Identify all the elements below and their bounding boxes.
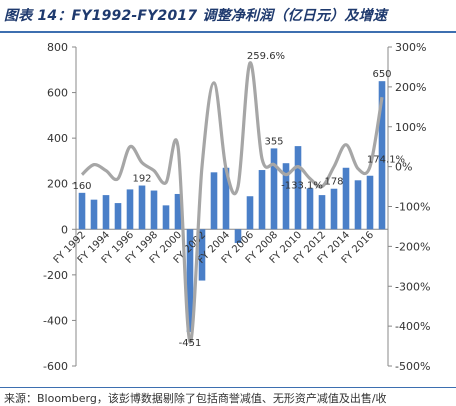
left-axis-tick-label: 200 [47,178,68,191]
data-label: -451 [179,338,202,349]
bar [174,193,182,230]
bar [342,167,350,230]
bar [198,229,206,281]
growth-rate-line [80,61,384,344]
left-axis-tick-label: 600 [47,87,68,100]
bar [270,148,278,230]
right-axis-tick-label: 200% [395,81,426,94]
bar [150,190,158,230]
bar [102,195,110,230]
data-label: -133.1% [281,181,323,192]
right-axis-tick-label: -500% [395,360,430,373]
bar [330,188,338,230]
left-axis-tick-label: 400 [47,132,68,145]
bar [378,81,386,230]
left-axis-tick-label: -200 [43,269,68,282]
right-axis-tick-label: 100% [395,121,426,134]
bar [114,203,122,230]
bar [366,175,374,230]
data-label: 650 [372,69,391,80]
right-axis-tick-label: -200% [395,240,430,253]
bar [126,189,134,230]
bar [258,170,266,230]
bar [78,192,86,230]
bar [210,172,218,230]
title-rule [0,31,456,33]
bar [222,167,230,230]
left-axis-tick-label: 800 [47,41,68,54]
data-label: 259.6% [247,51,285,62]
bar [354,180,362,230]
bar [294,146,302,230]
right-axis-tick-label: -100% [395,201,430,214]
left-axis-tick-label: 0 [61,223,68,236]
data-label: 178 [324,177,343,188]
data-label: 192 [132,174,151,185]
bar [282,163,290,230]
right-axis-tick-label: 0% [395,161,412,174]
bar [246,196,254,230]
title-bar: 图表 14：FY1992-FY2017 调整净利润（亿日元）及增速 [0,0,456,30]
source-note: 来源：Bloomberg，该彭博数据剔除了包括商誉减值、无形资产减值及出售/收 [4,392,387,405]
bar [318,195,326,230]
bar [162,205,170,230]
right-axis-tick-label: -300% [395,280,430,293]
data-label: 160 [72,181,91,192]
footer-rule [0,387,456,388]
bar [306,188,314,230]
chart: -600 -400 -200 0 200 400 600 800 -500% -400% -300%… [43,41,430,373]
bar [234,229,242,243]
data-label: 174.1% [367,155,405,166]
bar [138,185,146,230]
right-axis-tick-label: -400% [395,320,430,333]
bar [90,199,98,230]
right-axis-tick-label: 300% [395,41,426,54]
left-axis-tick-label: -600 [43,360,68,373]
bar [186,229,194,333]
chart-title: 图表 14：FY1992-FY2017 调整净利润（亿日元）及增速 [4,8,387,24]
data-label: 355 [264,136,283,147]
left-axis-tick-label: -400 [43,314,68,327]
